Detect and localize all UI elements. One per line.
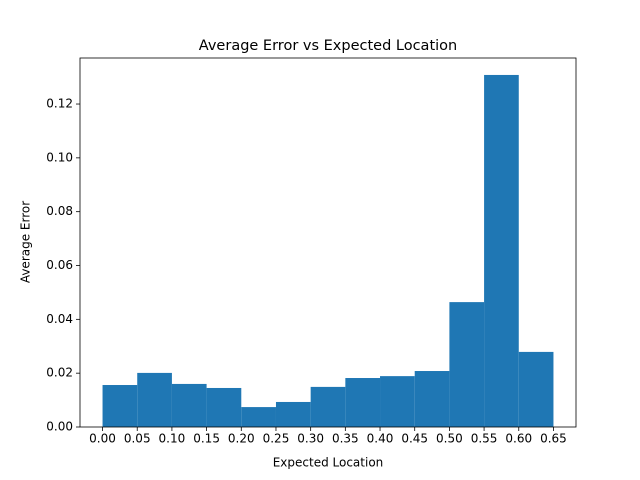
bar (345, 378, 381, 427)
bar (310, 386, 346, 427)
bar (275, 401, 311, 427)
x-tick-label: 0.50 (436, 432, 463, 446)
y-tick-label: 0.08 (46, 204, 73, 218)
x-tick-label: 0.45 (401, 432, 428, 446)
bar (102, 385, 138, 427)
x-tick-label: 0.05 (124, 432, 151, 446)
x-axis-label: Expected Location (273, 456, 384, 470)
x-tick-label: 0.30 (297, 432, 324, 446)
x-tick-label: 0.40 (367, 432, 394, 446)
y-tick-label: 0.12 (46, 97, 73, 111)
chart-title: Average Error vs Expected Location (199, 38, 457, 54)
bar (518, 351, 554, 427)
x-tick-label: 0.00 (89, 432, 116, 446)
y-tick-label: 0.04 (46, 312, 73, 326)
bar (241, 407, 276, 427)
y-tick-label: 0.06 (46, 258, 73, 272)
bar (449, 302, 485, 427)
x-tick-label: 0.55 (471, 432, 498, 446)
y-tick-label: 0.00 (46, 420, 73, 434)
x-tick-label: 0.10 (159, 432, 186, 446)
x-tick-label: 0.35 (332, 432, 359, 446)
bar (206, 387, 242, 427)
x-tick-label: 0.20 (228, 432, 255, 446)
x-tick-label: 0.15 (193, 432, 220, 446)
x-tick-label: 0.25 (263, 432, 290, 446)
bar (380, 376, 415, 427)
x-tick-label: 0.65 (540, 432, 567, 446)
y-axis-label: Average Error (19, 201, 33, 283)
bar (137, 372, 172, 427)
bar (171, 383, 207, 427)
y-tick-label: 0.02 (46, 366, 73, 380)
bar (414, 371, 450, 427)
y-tick-label: 0.10 (46, 150, 73, 164)
bar (484, 74, 519, 427)
plot-frame (79, 57, 577, 428)
x-tick-label: 0.60 (505, 432, 532, 446)
